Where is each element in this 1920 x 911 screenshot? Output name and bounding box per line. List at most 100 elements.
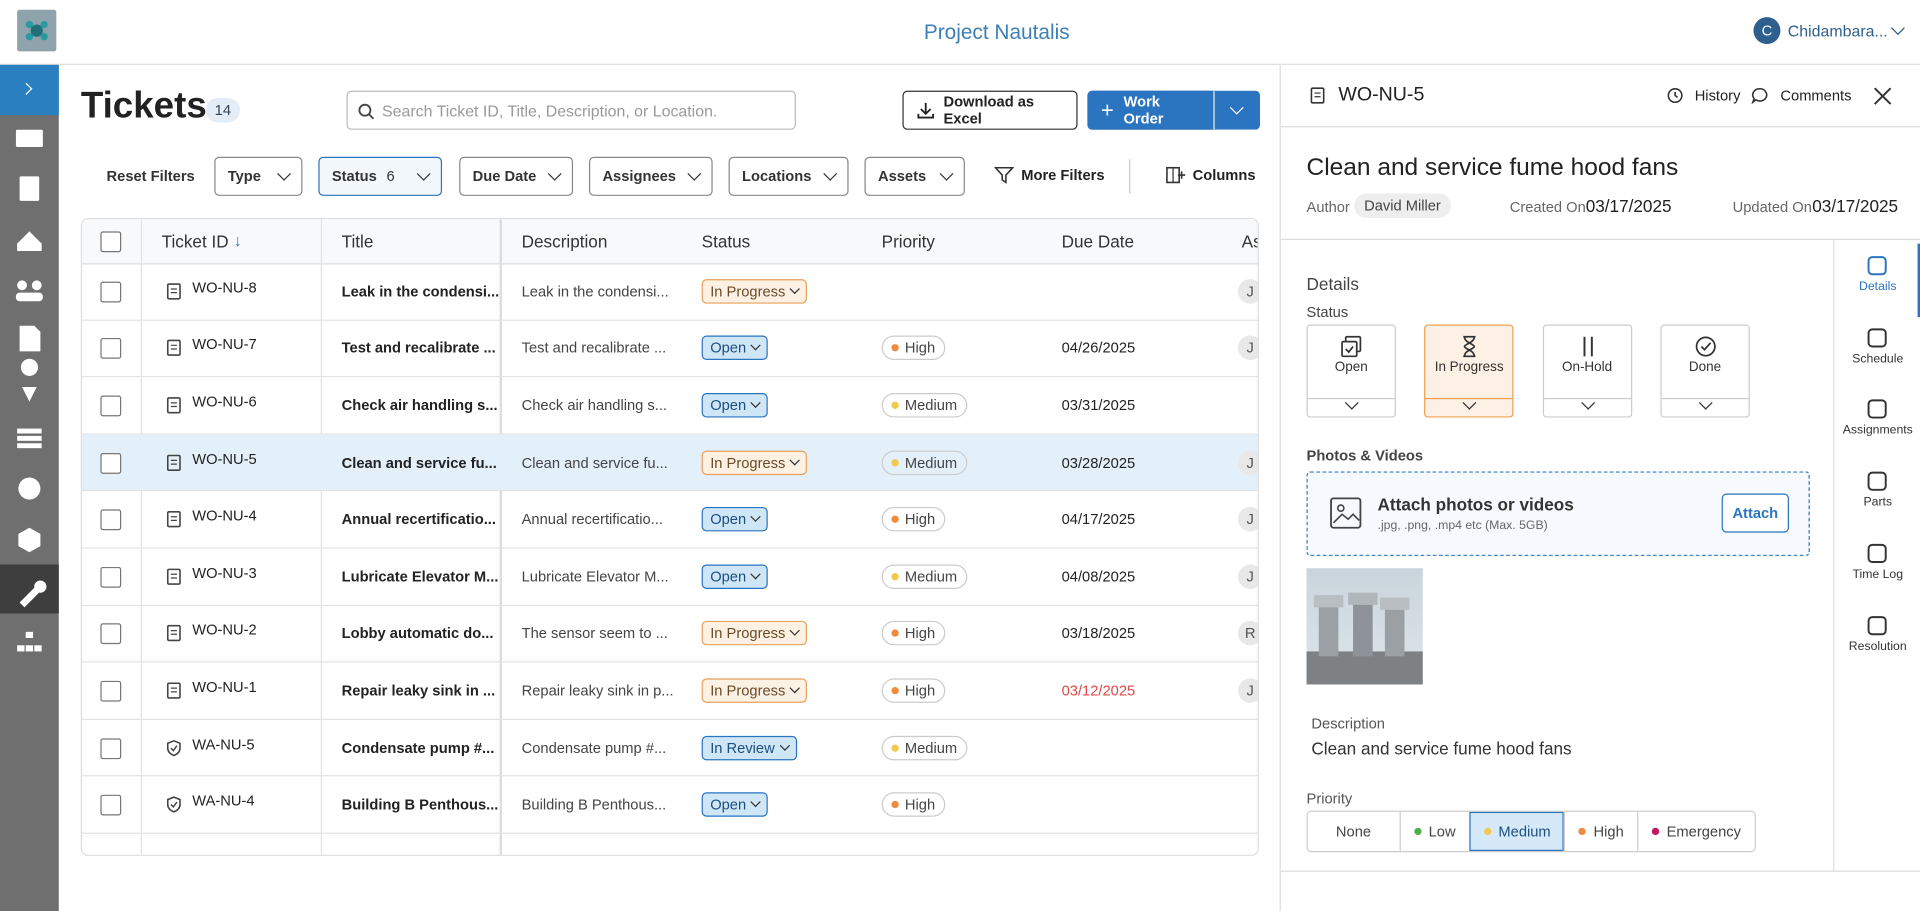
row-checkbox[interactable] (100, 338, 122, 360)
row-checkbox[interactable] (100, 623, 122, 645)
nav-work-orders[interactable] (19, 580, 47, 608)
columns-button[interactable]: Columns (1166, 167, 1256, 184)
attach-button[interactable]: Attach (1721, 493, 1789, 533)
status-card[interactable]: On-Hold (1542, 324, 1632, 418)
table-row[interactable]: WO-NU-8 Leak in the condensi... Leak in th… (82, 263, 1258, 321)
table-row[interactable]: WO-NU-7 Test and recalibrate ... Test and … (82, 320, 1258, 378)
photo-thumbnail[interactable] (1306, 568, 1423, 685)
priority-text: Medium (904, 453, 958, 471)
filter-button[interactable]: Status 6 (318, 156, 443, 196)
nav-locations[interactable] (20, 358, 39, 402)
user-name[interactable]: Chidambara... (1787, 22, 1888, 41)
ticket-icon (1310, 87, 1325, 104)
filter-button[interactable]: Locations (728, 156, 849, 196)
comments-button[interactable]: Comments (1780, 86, 1852, 105)
side-tab[interactable]: Assignments (1834, 392, 1920, 461)
column-header[interactable]: Priority (881, 231, 935, 252)
work-order-menu[interactable] (1213, 90, 1261, 130)
work-order-button[interactable]: + Work Order (1087, 90, 1214, 130)
filter-button[interactable]: Type (214, 156, 303, 196)
row-checkbox[interactable] (100, 452, 122, 474)
status-pill[interactable]: Open (701, 507, 769, 532)
status-card[interactable]: Open (1306, 324, 1396, 418)
table-row[interactable]: WO-NU-3 Lubricate Elevator M... Lubricate … (82, 549, 1258, 606)
table-row[interactable]: WO-NU-6 Check air handling s... Check air … (82, 377, 1258, 435)
table-row[interactable]: WO-NU-2 Lobby automatic do... The sensor s… (82, 606, 1258, 663)
column-header[interactable]: Ticket ID (161, 231, 229, 252)
priority-option[interactable]: Medium (1469, 811, 1565, 852)
search-box[interactable]: Search Ticket ID, Title, Description, or… (346, 90, 796, 130)
side-tab[interactable]: Parts (1834, 464, 1920, 533)
select-all-checkbox[interactable] (100, 231, 122, 253)
download-button[interactable]: Download as Excel (902, 90, 1078, 130)
table-row[interactable]: WA-NU-5 Condensate pump #... Condensate pu… (82, 720, 1258, 777)
status-pill[interactable]: Open (701, 792, 769, 817)
row-checkbox[interactable] (100, 509, 122, 531)
column-header[interactable]: Due Date (1061, 231, 1135, 252)
status-card[interactable]: In Progress (1424, 324, 1514, 418)
nav-documents[interactable] (19, 325, 41, 352)
status-pill[interactable]: In Progress (701, 621, 808, 646)
side-tab[interactable]: Schedule (1834, 320, 1920, 389)
nav-people[interactable] (17, 280, 27, 291)
status-card-label: Open (1334, 360, 1368, 375)
separator (1128, 159, 1131, 194)
row-checkbox[interactable] (100, 680, 122, 702)
table-row[interactable]: WO-NU-5 Clean and service fu... Clean and … (82, 434, 1258, 492)
ticket-icon (166, 739, 182, 756)
close-button[interactable] (1873, 87, 1892, 105)
row-checkbox[interactable] (100, 794, 122, 816)
side-tab[interactable]: Details (1834, 243, 1920, 318)
nav-buildings[interactable] (15, 129, 43, 147)
attach-dropzone[interactable]: Attach photos or videos .jpg, .png, .mp4… (1306, 471, 1810, 556)
filter-button[interactable]: Assignees (588, 156, 713, 196)
history-button[interactable]: History (1694, 86, 1741, 105)
row-checkbox[interactable] (100, 737, 122, 759)
status-card[interactable]: Done (1660, 324, 1750, 418)
reset-filters[interactable]: Reset Filters (106, 167, 195, 185)
priority-option[interactable]: High (1564, 811, 1638, 852)
side-tab[interactable]: Time Log (1834, 536, 1920, 605)
status-pill[interactable]: In Progress (701, 678, 808, 703)
side-tab[interactable]: Resolution (1834, 608, 1920, 677)
status-pill[interactable]: Open (701, 564, 769, 589)
column-header[interactable]: Title (341, 231, 374, 252)
plus-icon: + (1100, 97, 1114, 122)
more-filters[interactable]: More Filters (994, 167, 1105, 184)
column-header[interactable]: Status (701, 231, 751, 252)
detail-header: WO-NU-5 History Comments (1280, 65, 1920, 128)
priority-option[interactable]: Emergency (1637, 811, 1755, 852)
status-pill[interactable]: In Progress (701, 278, 808, 304)
priority-option[interactable]: None (1307, 811, 1400, 852)
user-avatar[interactable]: C (1753, 17, 1781, 45)
row-checkbox[interactable] (100, 395, 122, 417)
nav-hierarchy[interactable] (25, 631, 34, 638)
logo[interactable] (17, 9, 57, 52)
table-row[interactable]: WO-NU-1 Repair leaky sink in ... Repair le… (82, 663, 1258, 720)
column-header[interactable]: Description (521, 231, 608, 252)
filter-button[interactable]: Due Date (459, 156, 574, 196)
row-checkbox[interactable] (100, 281, 122, 303)
table-row[interactable]: WO-NU-4 Annual recertificatio... Annual re… (82, 491, 1258, 549)
sort-arrow[interactable]: ↓ (233, 231, 242, 250)
status-chevron (789, 682, 801, 694)
nav-assets[interactable] (17, 428, 42, 434)
column-header[interactable]: As (1241, 231, 1258, 252)
nav-parts[interactable] (18, 527, 41, 553)
filter-button[interactable]: Assets (864, 156, 965, 196)
status-pill[interactable]: In Review (701, 735, 797, 760)
row-checkbox[interactable] (100, 566, 122, 588)
filter-chevron (823, 166, 838, 181)
nav-fans[interactable] (18, 477, 41, 500)
active-nav[interactable] (0, 564, 59, 614)
nav-building[interactable] (19, 176, 40, 201)
priority-option[interactable]: Low (1399, 811, 1470, 852)
table-row[interactable]: WA-NU-4 Building B Penthous... Building B … (82, 777, 1258, 834)
status-pill[interactable]: Open (701, 335, 769, 361)
status-pill[interactable]: Open (701, 393, 769, 418)
history-icon (1667, 87, 1683, 104)
status-pill[interactable]: In Progress (701, 450, 808, 475)
nav-utility[interactable] (17, 231, 42, 252)
expand-sidebar[interactable] (0, 64, 59, 116)
